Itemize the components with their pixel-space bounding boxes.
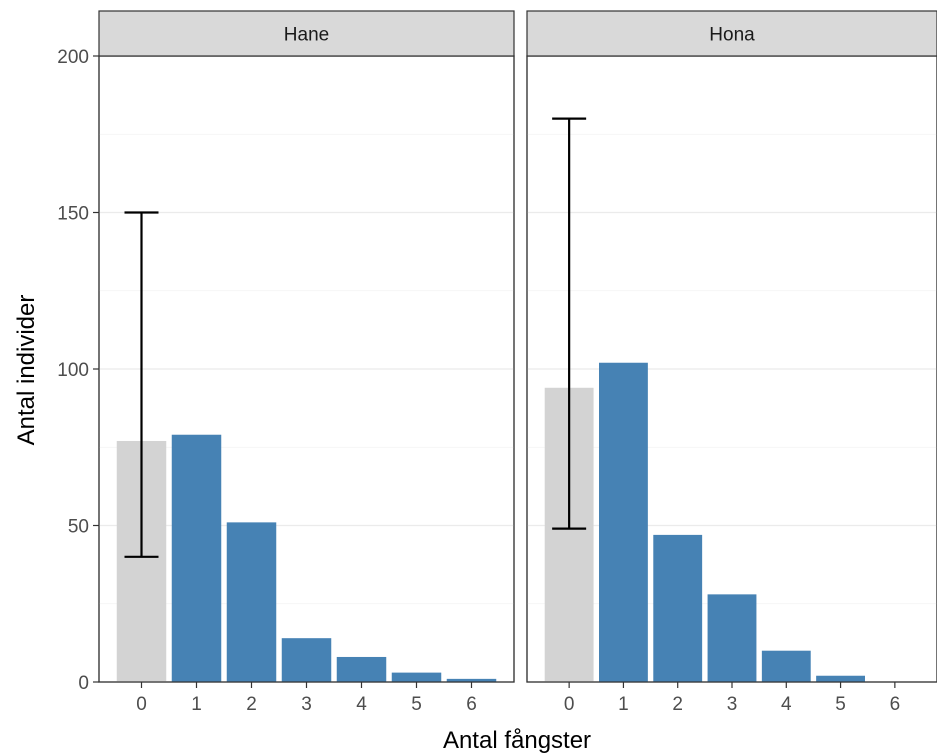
x-tick-label: 4 — [781, 694, 792, 715]
error-bar-hane — [124, 211, 159, 558]
x-tick-label: 2 — [246, 694, 257, 715]
error-bar-hona — [552, 117, 587, 530]
bar-hona-4 — [761, 650, 811, 682]
x-tick-label: 6 — [890, 694, 901, 715]
x-tick-label: 1 — [618, 694, 629, 715]
facet-panel-hane: Hane 0 1 2 3 4 5 6 — [98, 10, 515, 715]
x-tick-label: 0 — [564, 694, 575, 715]
x-axis-title: Antal fångster — [443, 727, 591, 754]
y-axis-title: Antal individer — [13, 295, 40, 446]
facet-strip-label: Hona — [709, 25, 755, 46]
y-axis: 0 50 100 150 200 — [57, 47, 99, 694]
x-tick-label: 4 — [356, 694, 367, 715]
bar-hane-3 — [281, 638, 332, 682]
x-tick-label: 1 — [191, 694, 202, 715]
facet-strip — [526, 10, 937, 57]
y-tick-label: 0 — [78, 673, 89, 694]
x-tick-label: 5 — [835, 694, 846, 715]
facet-panels: Hane 0 1 2 3 4 5 6 Hona 0 1 2 3 4 5 6 — [98, 10, 937, 715]
x-tick-label: 2 — [672, 694, 683, 715]
y-tick-label: 50 — [68, 517, 89, 538]
bar-hane-5 — [391, 672, 442, 682]
x-tick-label: 0 — [136, 694, 147, 715]
facet-strip-label: Hane — [284, 25, 329, 46]
y-tick-label: 150 — [57, 204, 89, 225]
x-tick-label: 5 — [411, 694, 422, 715]
bar-hona-1 — [599, 362, 648, 682]
y-tick-label: 200 — [57, 47, 89, 68]
bar-hane-6 — [446, 678, 497, 682]
x-tick-label: 3 — [301, 694, 312, 715]
facet-panel-hona: Hona 0 1 2 3 4 5 6 — [526, 10, 937, 715]
bar-hona-5 — [816, 675, 865, 682]
x-tick-label: 3 — [727, 694, 738, 715]
bar-hona-2 — [653, 534, 703, 682]
x-tick-label: 6 — [466, 694, 477, 715]
bar-hona-3 — [707, 594, 757, 682]
bar-hane-4 — [336, 656, 387, 682]
bar-hane-1 — [171, 434, 222, 682]
y-tick-label: 100 — [57, 360, 89, 381]
facet-strip — [98, 10, 515, 57]
bar-hane-2 — [226, 522, 277, 682]
